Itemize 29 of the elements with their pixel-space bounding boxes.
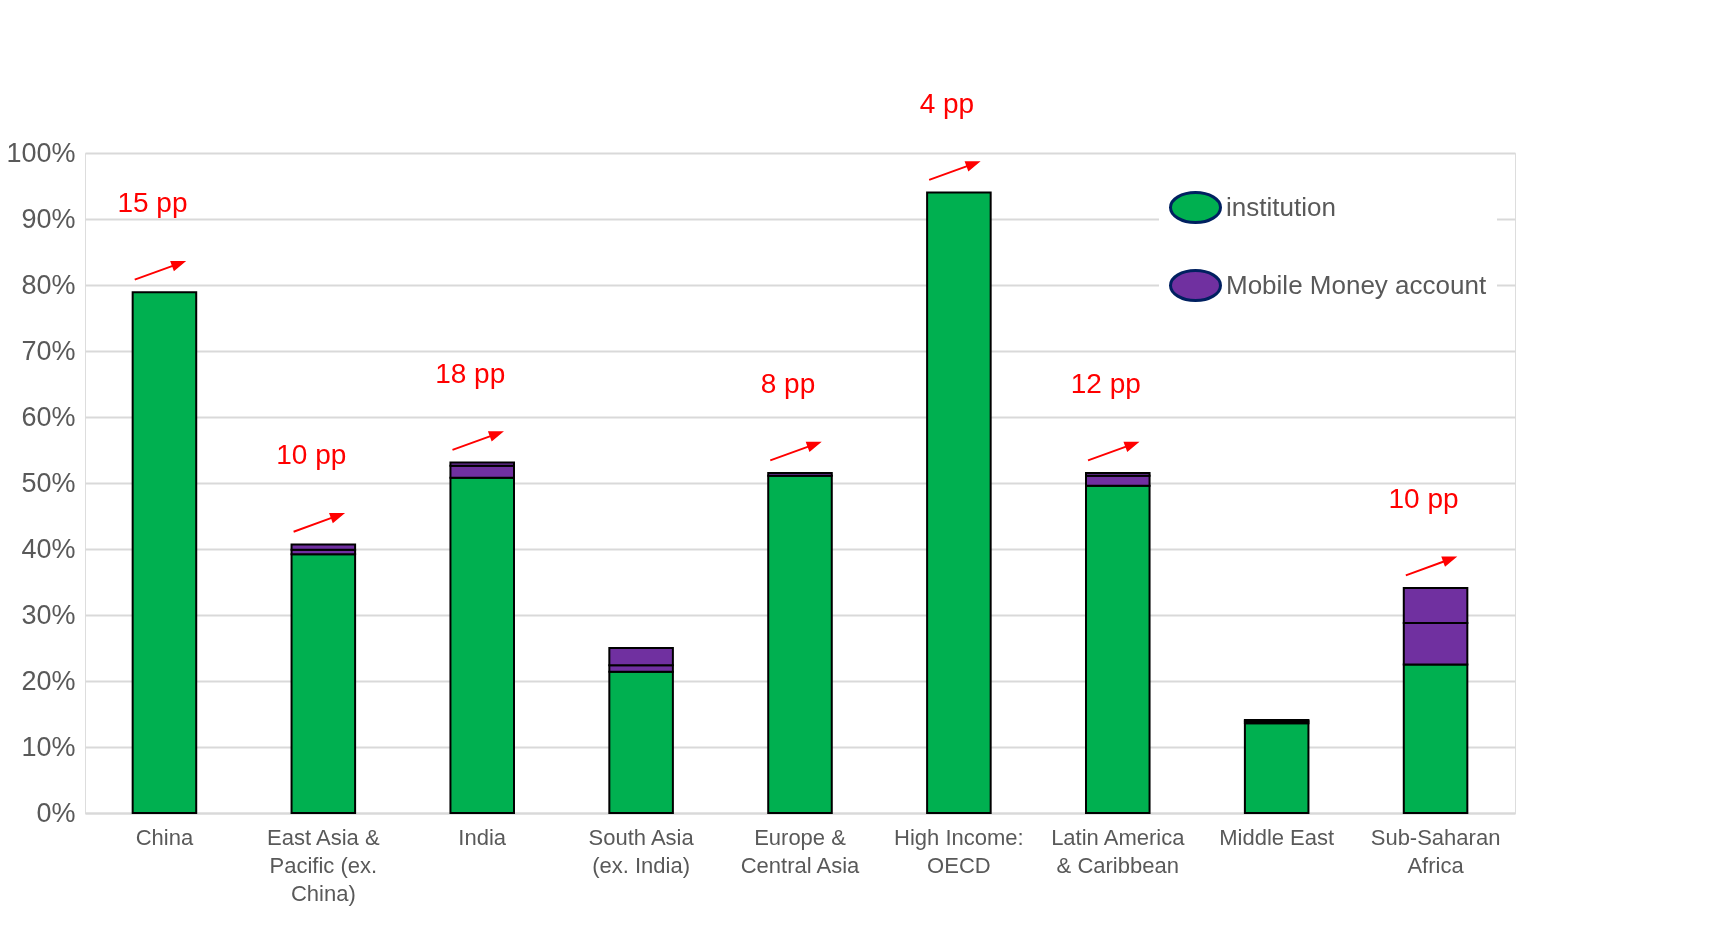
y-tick-label: 20%: [21, 665, 76, 696]
legend-label: Mobile Money account: [1226, 269, 1487, 300]
y-tick-label: 50%: [21, 467, 76, 498]
x-tick-label: East Asia & Pacific (ex. China): [267, 824, 380, 906]
annotation: 10 pp: [276, 439, 347, 471]
annotation: 4 pp: [919, 87, 975, 119]
annotation: 12 pp: [1070, 368, 1141, 400]
y-tick-label: 40%: [21, 533, 76, 564]
x-tick-label: China: [135, 824, 194, 850]
annotation: 10 pp: [1388, 482, 1459, 514]
legend-label: institution: [1226, 191, 1336, 222]
annotation: 18 pp: [435, 357, 506, 389]
x-tick-label: Europe & Central Asia: [740, 824, 861, 878]
y-tick-label: 70%: [21, 335, 76, 366]
annotation: 15 pp: [117, 187, 188, 219]
x-tick-label: Middle East: [1219, 824, 1335, 850]
x-tick-label: Latin America & Caribbean: [1051, 824, 1186, 878]
y-tick-label: 80%: [21, 269, 76, 300]
x-tick-label: Sub-Saharan Africa: [1370, 824, 1501, 878]
annotation: 8 pp: [760, 368, 816, 400]
x-tick-label: South Asia (ex. India): [588, 824, 695, 878]
y-tick-label: 100%: [6, 137, 76, 168]
y-tick-label: 0%: [36, 797, 76, 828]
y-tick-label: 10%: [21, 731, 76, 762]
y-tick-label: 60%: [21, 401, 76, 432]
x-tick-label: High Income: OECD: [894, 824, 1024, 878]
y-tick-label: 90%: [21, 203, 76, 234]
x-tick-label: India: [458, 824, 507, 850]
y-tick-label: 30%: [21, 599, 76, 630]
